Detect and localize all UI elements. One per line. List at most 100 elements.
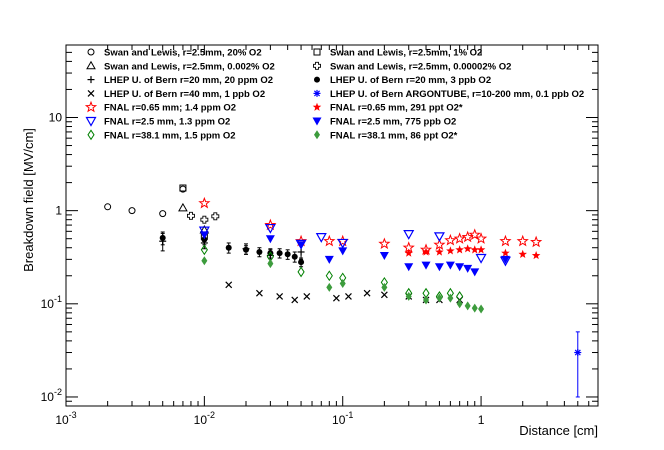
legend-label: LHEP U. of Bern r=20 mm, 20 ppm O2 <box>104 75 273 86</box>
data-point <box>326 282 333 292</box>
data-point <box>198 226 210 237</box>
data-point <box>255 289 263 297</box>
legend-marker <box>87 76 95 84</box>
data-point <box>179 184 187 192</box>
marker-shape <box>404 263 414 272</box>
data-point <box>404 263 414 272</box>
marker-shape <box>404 248 414 257</box>
data-point <box>225 244 232 251</box>
marker-shape <box>315 233 327 243</box>
marker-shape <box>243 246 250 253</box>
marker-shape <box>255 289 263 297</box>
marker-shape <box>276 293 284 300</box>
marker-shape <box>312 117 322 126</box>
legend-marker <box>87 48 95 56</box>
marker-shape <box>323 234 336 247</box>
marker-shape <box>530 235 543 248</box>
marker-shape <box>291 296 299 304</box>
data-point <box>128 207 136 215</box>
data-point <box>518 249 527 258</box>
legend: Swan and Lewis, r=2.5mm, 20% O2 Swan and … <box>84 48 584 141</box>
marker-shape <box>574 349 581 356</box>
marker-shape <box>186 211 195 220</box>
legend-label: Swan and Lewis, r=2.5mm, 0.00002% O2 <box>330 61 511 72</box>
marker-shape <box>303 293 311 300</box>
data-point <box>455 245 464 254</box>
data-point <box>478 304 485 314</box>
series-9 <box>404 244 541 260</box>
marker-shape <box>403 230 415 240</box>
x-axis-title: Distance [cm] <box>519 423 598 438</box>
data-point <box>433 232 445 243</box>
data-point <box>186 211 195 220</box>
marker-shape <box>471 303 478 313</box>
data-point <box>474 232 488 244</box>
data-point <box>324 255 334 264</box>
data-point <box>297 248 305 256</box>
marker-shape <box>86 60 96 70</box>
data-point <box>405 291 412 301</box>
series-13 <box>201 256 485 314</box>
data-point <box>159 210 167 218</box>
series-7 <box>574 331 582 398</box>
marker-shape <box>461 230 474 243</box>
marker-shape <box>423 295 430 305</box>
legend-item: FNAL r=2.5 mm, 1.3 ppm O2 <box>85 116 230 128</box>
data-point <box>200 215 209 224</box>
marker-shape <box>159 234 166 241</box>
data-point <box>404 248 414 257</box>
data-point <box>198 196 211 209</box>
data-point <box>201 236 208 243</box>
marker-shape <box>326 282 333 292</box>
legend-marker <box>84 100 98 113</box>
legend-marker <box>313 89 321 97</box>
marker-shape <box>380 291 388 299</box>
data-point <box>345 293 352 300</box>
marker-shape <box>531 251 541 260</box>
data-point <box>499 234 512 247</box>
marker-shape <box>332 294 340 302</box>
y-tick-labels: 10-2 10-1 1 10 <box>41 110 63 403</box>
y-axis-title: Breakdown field [MV/cm] <box>21 128 36 272</box>
marker-shape <box>501 248 510 257</box>
marker-shape <box>276 250 283 257</box>
marker-shape <box>446 246 455 255</box>
marker-shape <box>199 231 209 240</box>
data-point <box>423 295 430 305</box>
marker-shape <box>314 76 320 83</box>
data-point <box>447 293 454 303</box>
marker-shape <box>453 232 466 244</box>
data-point <box>284 251 291 258</box>
data-point <box>434 263 444 272</box>
data-point <box>325 270 333 282</box>
marker-shape <box>298 259 305 266</box>
legend-label: LHEP U. of Bern r=20 mm, 3 ppb O2 <box>330 75 491 86</box>
marker-shape <box>200 215 209 224</box>
data-point <box>531 251 541 260</box>
marker-shape <box>85 116 97 127</box>
marker-shape <box>201 236 208 243</box>
marker-shape <box>313 61 321 70</box>
marker-shape <box>313 90 321 97</box>
legend-item: FNAL r=0.65 mm; 1.4 ppm O2 <box>84 100 236 114</box>
data-point <box>256 248 263 255</box>
marker-shape <box>312 102 322 111</box>
marker-shape <box>337 238 349 249</box>
marker-shape <box>324 255 334 264</box>
legend-item: Swan and Lewis, r=2.5mm, 0.00002% O2 <box>313 61 511 72</box>
marker-shape <box>325 270 333 282</box>
data-point <box>243 246 250 253</box>
data-point <box>201 256 208 266</box>
marker-shape <box>211 212 220 221</box>
data-point <box>211 212 220 221</box>
data-point <box>475 253 487 264</box>
data-point <box>574 349 582 357</box>
marker-shape <box>447 293 454 303</box>
data-point <box>291 296 299 304</box>
data-point <box>380 291 388 299</box>
marker-shape <box>456 299 463 309</box>
data-point <box>264 223 276 234</box>
marker-shape <box>225 281 233 289</box>
data-point <box>446 246 455 255</box>
